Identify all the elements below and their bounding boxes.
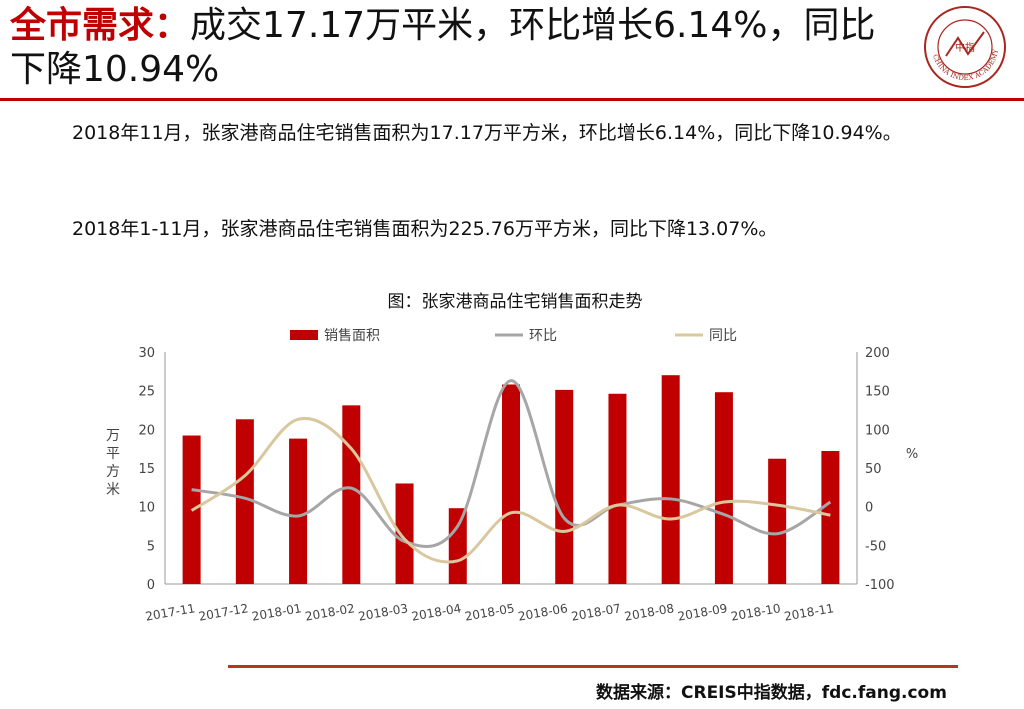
x-tick-label: 2018-03 bbox=[357, 601, 409, 623]
title-text: 成交17.17万平米，环比增长6.14%，同比下降10.94% bbox=[10, 5, 876, 90]
title-divider bbox=[0, 98, 1024, 101]
bar-sales-area bbox=[502, 384, 520, 584]
bar-sales-area bbox=[661, 375, 680, 584]
bar-sales-area bbox=[608, 393, 627, 584]
bar-sales-area bbox=[289, 438, 308, 584]
y-tick-label-left: 20 bbox=[138, 423, 155, 438]
bar-sales-area bbox=[555, 389, 574, 584]
y-tick-label-right: 50 bbox=[865, 462, 882, 477]
x-tick-label: 2018-06 bbox=[517, 601, 569, 623]
bar-sales-area bbox=[235, 419, 254, 584]
slide-title: 全市需求：成交17.17万平米，环比增长6.14%，同比下降10.94% bbox=[10, 4, 910, 92]
chart-title: 图：张家港商品住宅销售面积走势 bbox=[388, 292, 643, 312]
y-tick-label-left: 0 bbox=[147, 578, 155, 593]
y-axis-label-right: % bbox=[906, 447, 918, 462]
x-tick-label: 2018-07 bbox=[570, 601, 622, 623]
line-mom bbox=[191, 379, 832, 548]
x-tick-label: 2018-02 bbox=[304, 601, 356, 623]
x-tick-label: 2018-04 bbox=[410, 601, 462, 623]
y-tick-label-right: 200 bbox=[865, 346, 890, 361]
x-tick-label: 2017-11 bbox=[144, 601, 196, 623]
x-tick-label: 2018-11 bbox=[783, 601, 835, 623]
title-keyword: 全市需求： bbox=[10, 5, 191, 46]
y-tick-label-left: 5 bbox=[147, 539, 155, 554]
y-tick-label-right: -50 bbox=[865, 539, 886, 554]
legend-swatch-bar bbox=[290, 330, 318, 340]
y-tick-label-right: 0 bbox=[865, 501, 873, 516]
paragraph-ytd: 2018年1-11月，张家港商品住宅销售面积为225.76万平方米，同比下降13… bbox=[72, 218, 778, 240]
paragraph-monthly: 2018年11月，张家港商品住宅销售面积为17.17万平方米，环比增长6.14%… bbox=[72, 122, 902, 144]
bar-sales-area bbox=[714, 392, 733, 584]
logo-center-text: 中指 bbox=[955, 41, 975, 54]
legend-label: 同比 bbox=[709, 328, 737, 344]
y-tick-label-left: 25 bbox=[138, 385, 155, 400]
footer-divider bbox=[228, 665, 958, 668]
y-axis-label-left-char: 米 bbox=[106, 482, 120, 498]
y-axis-label-left-char: 方 bbox=[106, 464, 120, 480]
y-tick-label-left: 15 bbox=[138, 462, 155, 477]
x-tick-label: 2017-12 bbox=[198, 601, 250, 623]
y-axis-label-left-char: 平 bbox=[106, 446, 120, 462]
y-tick-label-left: 30 bbox=[138, 346, 155, 361]
data-source: 数据来源：CREIS中指数据，fdc.fang.com bbox=[596, 683, 947, 703]
y-tick-label-right: 150 bbox=[865, 385, 890, 400]
legend-label: 销售面积 bbox=[324, 328, 380, 344]
x-tick-label: 2018-01 bbox=[251, 601, 303, 623]
y-tick-label-right: 100 bbox=[865, 423, 890, 438]
y-tick-label-right: -100 bbox=[865, 578, 895, 593]
y-tick-label-left: 10 bbox=[138, 501, 155, 516]
bar-sales-area bbox=[821, 450, 840, 584]
bar-sales-area bbox=[395, 483, 414, 584]
china-index-academy-logo: CHINA INDEX ACADEMY 中指 bbox=[924, 6, 1006, 88]
x-tick-label: 2018-10 bbox=[730, 601, 782, 623]
x-tick-label: 2018-08 bbox=[623, 601, 675, 623]
legend-label: 环比 bbox=[529, 328, 557, 344]
x-tick-label: 2018-09 bbox=[677, 601, 729, 623]
x-tick-label: 2018-05 bbox=[464, 601, 516, 623]
bar-sales-area bbox=[342, 405, 361, 584]
bar-sales-area bbox=[448, 508, 467, 584]
line-yoy bbox=[190, 416, 831, 564]
bar-sales-area bbox=[768, 458, 787, 584]
y-axis-label-left-char: 万 bbox=[106, 428, 120, 444]
